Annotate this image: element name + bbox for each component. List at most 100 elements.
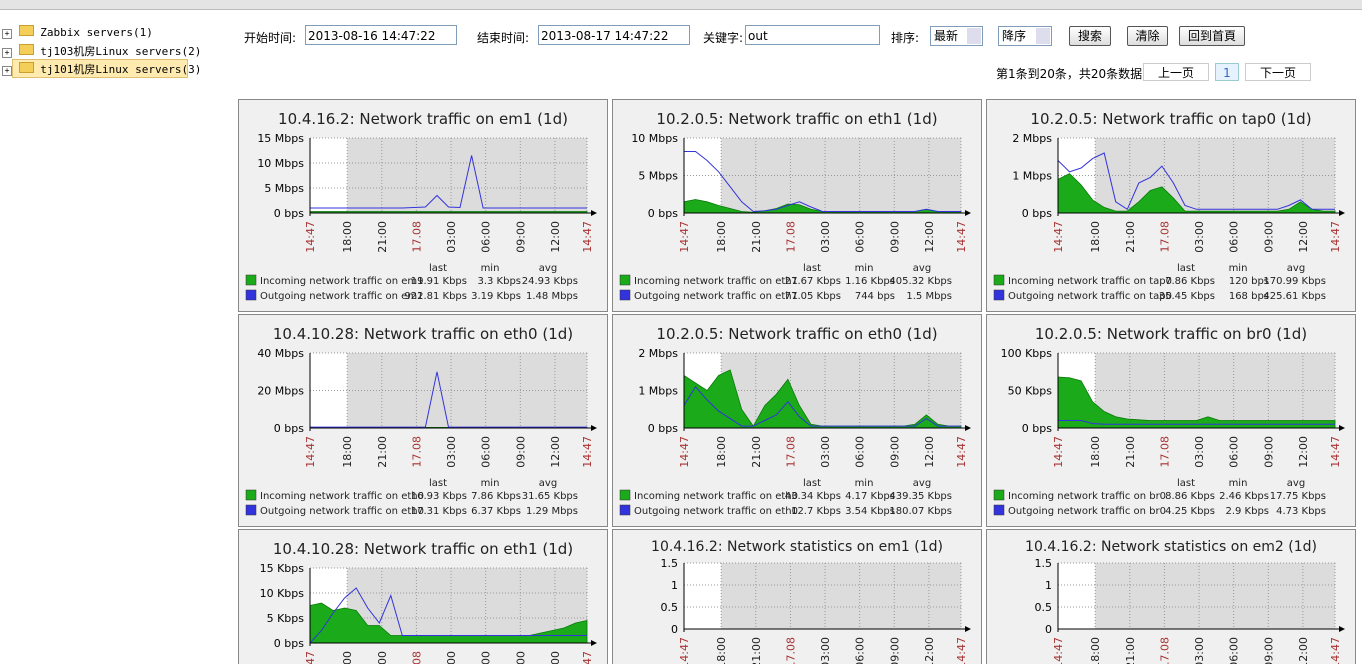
- next-page[interactable]: 下一页: [1245, 63, 1311, 81]
- tree-label[interactable]: tj103机房Linux servers(2): [40, 45, 202, 58]
- axis-arrow: [965, 626, 971, 632]
- plot-area: [684, 138, 961, 213]
- tree-label[interactable]: tj101机房Linux servers(3): [40, 63, 202, 76]
- x-tick-label: 03:00: [819, 221, 832, 253]
- graph-title: 10.4.10.28: Network traffic on eth0 (1d): [273, 325, 573, 343]
- x-tick-label: 14:47: [1329, 436, 1342, 468]
- sort-select[interactable]: 最新: [930, 26, 983, 46]
- x-tick-label: 17.08: [1158, 436, 1171, 468]
- legend-swatch: [245, 289, 257, 301]
- tree-item[interactable]: + tj101机房Linux servers(3): [2, 61, 201, 77]
- legend-header: avg: [539, 263, 557, 274]
- series-line: [684, 151, 961, 213]
- page-summary: 第1条到20条，共20条数据: [996, 67, 1143, 81]
- y-tick-label: 0: [671, 623, 678, 636]
- x-tick-label: 17.08: [784, 436, 797, 468]
- y-tick-label: 0: [1045, 623, 1052, 636]
- x-tick-label: 21:00: [376, 436, 389, 468]
- x-tick-label: 21:00: [376, 651, 389, 664]
- start-input[interactable]: 2013-08-16 14:47:22: [305, 25, 457, 45]
- x-tick-label: 17.08: [1158, 637, 1171, 664]
- x-tick-label: 12:00: [1297, 436, 1310, 468]
- button[interactable]: 搜索: [1069, 26, 1111, 46]
- y-tick-label: 5 Mbps: [264, 182, 304, 195]
- x-tick-label: 03:00: [445, 221, 458, 253]
- x-tick-label: 03:00: [819, 436, 832, 468]
- y-tick-label: 0 bps: [648, 422, 678, 435]
- current-page[interactable]: 1: [1215, 63, 1239, 81]
- x-tick-label: 17.08: [410, 651, 423, 664]
- plot-data-area: [1095, 138, 1335, 213]
- x-tick-label: 14:47: [581, 651, 594, 664]
- plot-area: [684, 563, 961, 629]
- series-line: [310, 155, 587, 209]
- x-tick-label: 09:00: [1262, 221, 1275, 253]
- graph-title: 10.2.0.5: Network traffic on eth0 (1d): [656, 325, 937, 343]
- legend-label: Outgoing network traffic on eth1: [634, 291, 798, 302]
- x-tick-label: 06:00: [480, 221, 493, 253]
- tree-item[interactable]: + tj103机房Linux servers(2): [2, 43, 201, 59]
- legend-label: Outgoing network traffic on br0: [1008, 506, 1166, 517]
- legend-stat: 170.99 Kbps: [1263, 276, 1326, 287]
- legend-stat: 7.86 Kbps: [471, 491, 521, 502]
- order-select[interactable]: 降序: [998, 26, 1052, 46]
- y-tick-label: 0.5: [661, 601, 679, 614]
- button[interactable]: 清除: [1127, 26, 1168, 46]
- x-tick-label: 06:00: [854, 436, 867, 468]
- y-tick-label: 1: [671, 579, 678, 592]
- x-tick-label: 18:00: [1089, 436, 1102, 468]
- y-tick-label: 5 Kbps: [267, 612, 305, 625]
- plot-data-area: [721, 138, 961, 213]
- legend-stat: 4.25 Kbps: [1165, 506, 1215, 517]
- x-tick-label: 18:00: [715, 637, 728, 664]
- prev-page[interactable]: 上一页: [1143, 63, 1209, 81]
- plot-data-area: [1095, 563, 1335, 629]
- legend-stat: 922.81 Kbps: [404, 291, 467, 302]
- graph-panel: [238, 314, 608, 527]
- label: 关键字:: [703, 31, 744, 45]
- x-tick-label: 09:00: [1262, 436, 1275, 468]
- x-tick-label: 09:00: [888, 436, 901, 468]
- keyword-input[interactable]: out: [745, 25, 880, 45]
- legend-header: last: [1177, 263, 1195, 274]
- y-tick-label: 0 bps: [648, 207, 678, 220]
- axis-arrow: [1339, 626, 1345, 632]
- x-tick-label: 12:00: [923, 221, 936, 253]
- x-tick-label: 09:00: [514, 651, 527, 664]
- y-tick-label: 10 Kbps: [260, 587, 305, 600]
- x-tick-label: 06:00: [480, 436, 493, 468]
- tree-item[interactable]: + Zabbix servers(1): [2, 25, 153, 39]
- legend-label: Outgoing network traffic on em1: [260, 291, 423, 302]
- y-tick-label: 0 bps: [1022, 422, 1052, 435]
- x-tick-label: 12:00: [1297, 221, 1310, 253]
- plot-area: [1058, 353, 1335, 428]
- legend-stat: 19.91 Kbps: [411, 276, 467, 287]
- x-tick-label: 09:00: [888, 637, 901, 664]
- button[interactable]: 回到首頁: [1179, 26, 1245, 46]
- tree-label[interactable]: Zabbix servers(1): [40, 26, 153, 39]
- legend-header: last: [429, 478, 447, 489]
- graph-panel: [612, 99, 982, 312]
- legend-stat: 1.29 Mbps: [526, 506, 578, 517]
- legend-swatch: [619, 504, 631, 516]
- series-line: [683, 385, 961, 427]
- axis-arrow: [591, 425, 597, 431]
- series-area: [683, 369, 962, 429]
- y-tick-label: 1: [1045, 579, 1052, 592]
- x-tick-label: 03:00: [445, 651, 458, 664]
- x-tick-label: 03:00: [1193, 221, 1206, 253]
- plot-data-area: [347, 138, 587, 213]
- x-tick-label: 17.08: [784, 637, 797, 664]
- x-tick-label: 12:00: [923, 436, 936, 468]
- legend-swatch: [993, 489, 1005, 501]
- legend-header: avg: [913, 478, 931, 489]
- legend-stat: 405.32 Kbps: [889, 276, 952, 287]
- end-input[interactable]: 2013-08-17 14:47:22: [538, 25, 690, 45]
- legend-label: Outgoing network traffic on eth0: [634, 506, 798, 517]
- x-tick-label: 03:00: [1193, 436, 1206, 468]
- y-tick-label: 2 Mbps: [638, 347, 678, 360]
- graph-panel: [986, 99, 1356, 312]
- axis-arrow: [965, 210, 971, 216]
